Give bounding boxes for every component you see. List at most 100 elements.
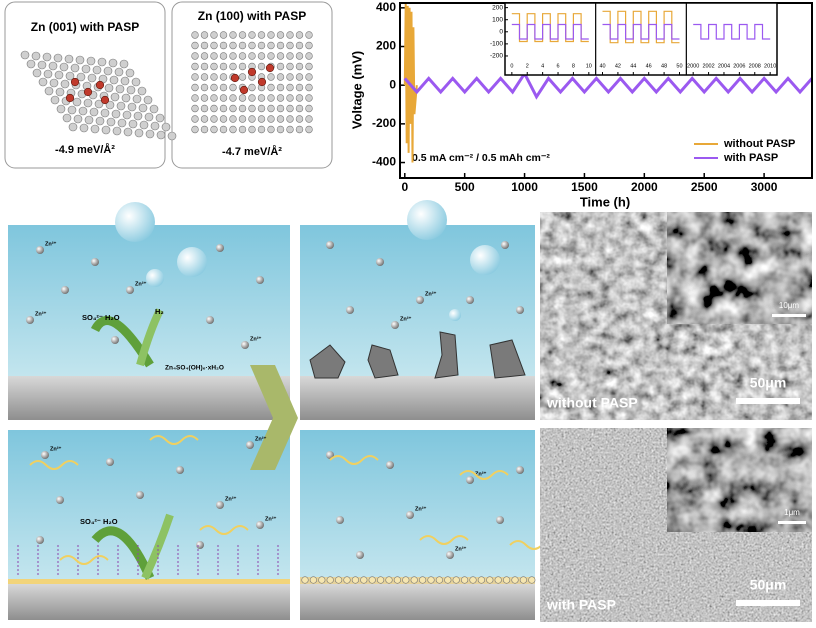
pasp-chain xyxy=(149,435,199,445)
atom xyxy=(286,125,294,134)
atom xyxy=(286,104,294,113)
atom xyxy=(132,94,142,104)
zn-deposit xyxy=(335,576,343,584)
atom xyxy=(68,122,78,132)
y-tick-label: 200 xyxy=(376,39,396,53)
zn-deposit xyxy=(351,576,360,584)
pasp-chain xyxy=(329,455,379,465)
atom xyxy=(92,65,102,75)
atom xyxy=(191,41,199,50)
atom xyxy=(305,94,313,102)
x-axis-label: Time (h) xyxy=(580,194,630,209)
zn-deposit xyxy=(519,576,528,584)
atom xyxy=(200,125,209,134)
atom xyxy=(248,83,256,92)
zn-ion xyxy=(91,258,99,266)
atom xyxy=(248,41,256,50)
atom xyxy=(295,115,304,123)
atom xyxy=(257,52,266,60)
atom xyxy=(200,94,209,102)
atom xyxy=(305,41,313,50)
inset-x-tick-label: 46 xyxy=(646,63,652,69)
zn-ion xyxy=(446,551,454,559)
atom xyxy=(116,101,126,111)
zn-ion xyxy=(376,258,384,266)
inset-x-tick-label: 8 xyxy=(572,63,575,69)
atom xyxy=(101,125,111,135)
zn-ion xyxy=(206,316,214,324)
atom xyxy=(72,97,82,107)
inset-x-tick-label: 2006 xyxy=(733,63,745,69)
atom xyxy=(105,100,115,110)
atom xyxy=(238,31,247,39)
atom xyxy=(257,31,266,39)
structure-panels: Zn (001) with PASP -4.9 meV/Å² Zn (100) … xyxy=(4,1,333,169)
atom xyxy=(83,98,93,108)
series-line xyxy=(403,3,418,163)
scale-bar xyxy=(736,398,800,404)
atom xyxy=(115,84,125,94)
reaction-arrow xyxy=(91,526,155,580)
atom xyxy=(248,31,256,39)
atom xyxy=(257,62,266,71)
atom xyxy=(54,70,64,80)
atom xyxy=(295,62,304,71)
arrow xyxy=(250,365,298,470)
atom xyxy=(248,104,256,113)
atom xyxy=(276,94,285,102)
zn-ion xyxy=(501,241,509,249)
atom xyxy=(305,52,313,60)
atom xyxy=(295,94,304,102)
zn-ion xyxy=(61,286,69,294)
zn-ion xyxy=(356,551,364,559)
atom xyxy=(248,52,256,60)
ion-label: Zn²⁺ xyxy=(255,435,267,442)
x-tick-label: 0 xyxy=(401,180,408,194)
atom xyxy=(286,52,294,60)
atom xyxy=(257,104,266,113)
atom xyxy=(120,76,130,86)
bubble xyxy=(470,245,500,275)
zn-ion xyxy=(256,276,264,284)
bubble xyxy=(115,202,155,242)
zn-ion xyxy=(196,541,204,549)
atom xyxy=(50,95,60,105)
inset-x-tick-label: 0 xyxy=(510,63,513,69)
atom xyxy=(257,41,266,50)
atom xyxy=(79,123,89,133)
zn-deposit xyxy=(343,576,351,584)
zn-deposit xyxy=(368,576,376,584)
zn-ion xyxy=(466,296,474,304)
atom xyxy=(32,68,42,78)
atom xyxy=(219,73,228,81)
atom xyxy=(20,50,30,60)
zn-deposit xyxy=(528,576,536,584)
atom xyxy=(286,31,294,39)
label-hydrogen: H₂ xyxy=(155,307,164,316)
atom xyxy=(286,62,294,71)
atom xyxy=(238,41,247,50)
zn-deposit xyxy=(469,576,477,584)
atom xyxy=(210,104,218,113)
atom xyxy=(210,41,218,50)
sem-inset xyxy=(666,211,813,325)
atom xyxy=(167,131,177,141)
zn-ion xyxy=(136,491,144,499)
ion-label: Zn²⁺ xyxy=(50,445,62,452)
atom xyxy=(229,104,237,113)
zn-ion xyxy=(36,246,44,254)
atom xyxy=(143,95,153,105)
atom xyxy=(84,115,94,125)
inset-x-tick-label: 42 xyxy=(615,63,621,69)
atom xyxy=(210,73,218,81)
atom xyxy=(229,62,237,71)
atom xyxy=(117,118,127,128)
atom xyxy=(305,104,313,113)
ion-label: Zn²⁺ xyxy=(455,545,467,552)
dendrite xyxy=(489,339,526,379)
atom xyxy=(95,116,105,126)
inset-x-tick-label: 44 xyxy=(630,63,636,69)
zn-ion xyxy=(216,501,224,509)
zn-ion xyxy=(126,286,134,294)
